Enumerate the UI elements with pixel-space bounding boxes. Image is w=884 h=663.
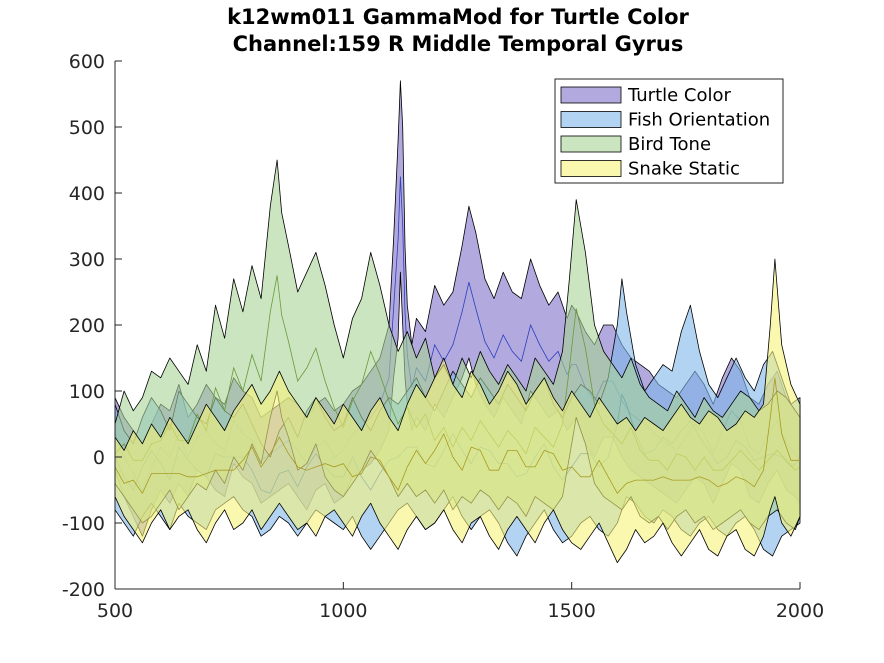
y-tick-label: 500: [69, 117, 105, 139]
y-tick-label: 300: [69, 249, 105, 271]
x-tick-label: 2000: [776, 600, 824, 622]
legend-swatch-2: [560, 111, 622, 128]
y-tick-label: 200: [69, 315, 105, 337]
x-tick-label: 1500: [547, 600, 595, 622]
y-tick-label: -100: [62, 513, 105, 535]
chart-title: k12wm011 GammaMod for Turtle Color Chann…: [227, 5, 689, 56]
legend: Turtle Color Fish Orientation Bird Tone Sna…: [554, 78, 784, 184]
y-tick-label: 400: [69, 183, 105, 205]
y-tick-label: 100: [69, 381, 105, 403]
legend-label-4: Snake Static: [628, 159, 740, 180]
series-mean-line-4: [114, 377, 800, 495]
legend-swatch-4: [560, 160, 622, 177]
chart-title-line-1: k12wm011 GammaMod for Turtle Color: [227, 5, 689, 29]
legend-swatch-3: [560, 135, 622, 153]
series-bands: [114, 80, 801, 563]
legend-swatch-1: [560, 86, 622, 104]
legend-label-1: Turtle Color: [627, 85, 732, 106]
axes: 500 1000 1500 2000 -200 -100 0 100 200 300 400 500 6…: [62, 51, 824, 622]
legend-label-2: Fish Orientation: [628, 110, 770, 131]
legend-label-3: Bird Tone: [628, 134, 711, 155]
x-tick-label: 500: [97, 600, 133, 622]
y-tick-label: 600: [69, 51, 105, 73]
y-tick-label: 0: [93, 447, 105, 469]
series-band-4: [114, 258, 801, 563]
x-tick-label: 1000: [319, 600, 367, 622]
chart-title-line-2: Channel:159 R Middle Temporal Gyrus: [233, 32, 684, 56]
y-tick-label: -200: [62, 579, 105, 601]
